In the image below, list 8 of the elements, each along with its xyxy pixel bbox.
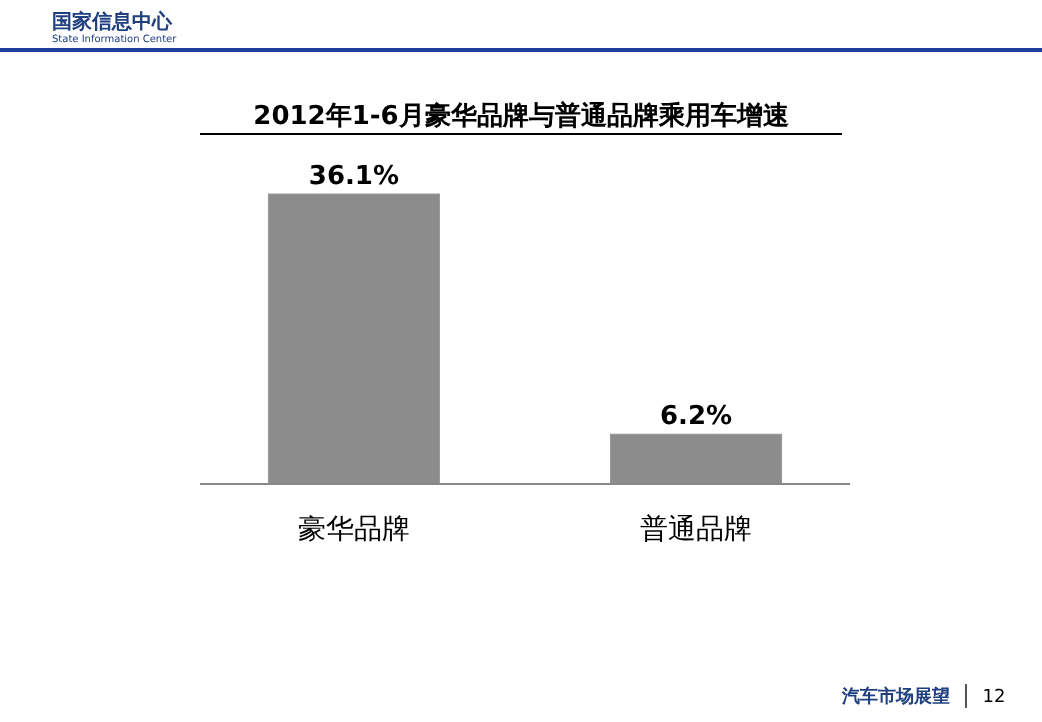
data-label: 36.1%	[308, 162, 400, 192]
text: 12	[982, 688, 1006, 708]
x-tick-label: 普通品牌	[640, 512, 753, 546]
x-tick-label: 豪华品牌	[297, 514, 410, 546]
text: 国家信息中心	[52, 10, 174, 34]
chart-title: 2012年1-6月豪华品牌与普通品牌乘用车增速	[253, 100, 791, 132]
text: 汽车市场展望	[840, 686, 950, 708]
data-label: 6.2%	[659, 402, 733, 433]
